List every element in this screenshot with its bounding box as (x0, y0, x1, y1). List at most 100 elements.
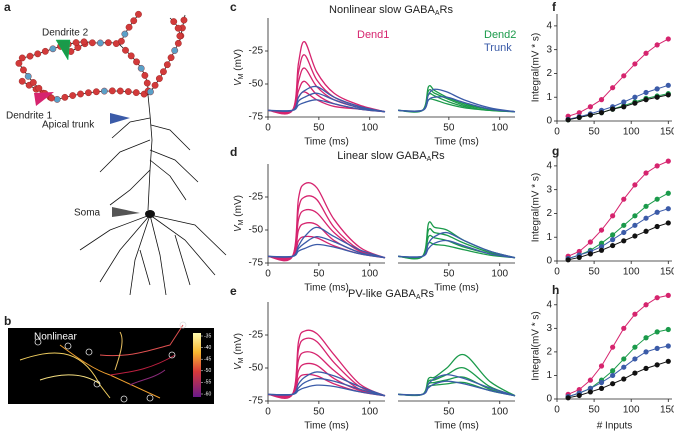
synapse (96, 39, 104, 47)
data-point (643, 89, 649, 96)
data-point (576, 110, 582, 116)
data-point (632, 213, 638, 219)
x-tick-label: 150 (660, 127, 674, 138)
data-point (621, 238, 627, 244)
y-tick-label: -50 (249, 79, 264, 90)
data-point (610, 237, 616, 243)
soma-pointer (112, 207, 140, 217)
synapse (41, 47, 49, 55)
dendrite2-pointer (55, 39, 71, 61)
synapse (20, 66, 27, 74)
synapse (132, 89, 140, 97)
text-part: (mV) (233, 333, 244, 357)
data-point (632, 344, 638, 350)
y-tick-label: -50 (249, 363, 264, 374)
y-axis-label: VM (mV) (233, 333, 246, 370)
data-point (654, 295, 660, 301)
x-tick-label: 0 (265, 407, 271, 418)
y-tick-label: 0 (546, 116, 552, 127)
data-point (632, 222, 638, 228)
data-point (621, 364, 627, 370)
synapse (174, 39, 182, 47)
y-tick-label: 0 (546, 394, 552, 405)
x-axis-label: Time (ms) (434, 421, 479, 432)
synapse (80, 38, 88, 46)
data-point (598, 97, 605, 103)
synapse (77, 90, 84, 98)
y-tick-label: -75 (249, 112, 264, 123)
x-axis-label: Time (ms) (304, 283, 349, 294)
y-axis-label: Integral(mV * s) (531, 311, 542, 380)
data-point (587, 239, 593, 245)
data-point (598, 227, 605, 233)
data-point (610, 232, 616, 238)
voltage-trace (267, 67, 386, 114)
voltage-trace (267, 384, 386, 397)
data-point (654, 223, 660, 230)
data-point (576, 248, 582, 255)
data-point (632, 182, 638, 188)
data-point (598, 379, 605, 386)
text-part: V (233, 224, 244, 232)
data-point (632, 356, 638, 362)
text-part: M (238, 219, 245, 225)
y-axis-label: Integral(mV * s) (531, 173, 542, 242)
synapse (69, 92, 77, 99)
trunk-pointer (110, 113, 130, 124)
data-point (598, 240, 605, 246)
data-point (610, 85, 616, 91)
neuron-label: Dendrite 1 (6, 111, 53, 122)
y-axis-label: VM (mV) (233, 49, 246, 86)
data-point (632, 61, 638, 67)
panel-label: d (230, 145, 237, 159)
x-tick-label: 0 (554, 127, 560, 138)
data-point (587, 104, 593, 110)
data-point (665, 220, 671, 226)
synapse (121, 30, 129, 38)
data-point (598, 247, 605, 253)
data-point (665, 190, 671, 196)
x-axis-label: Time (ms) (304, 421, 349, 432)
synapse (61, 93, 69, 101)
synapse (170, 18, 178, 26)
data-point (654, 94, 660, 100)
synapse (116, 87, 124, 95)
text-part: (mV) (233, 49, 244, 73)
data-point (587, 251, 593, 257)
voltage-trace (397, 231, 516, 259)
x-tick-label: 150 (660, 267, 674, 278)
synapse (18, 77, 26, 85)
data-point (621, 73, 627, 79)
data-point (610, 344, 616, 350)
data-point (654, 163, 660, 169)
y-tick-label: -25 (249, 330, 264, 341)
synapse (176, 32, 184, 40)
data-point (665, 358, 671, 364)
y-tick-label: 4 (546, 161, 552, 172)
text-part: A (435, 10, 440, 17)
data-point (610, 213, 616, 219)
x-tick-label: 0 (554, 267, 560, 278)
heatmap-label: Nonlinear (34, 332, 77, 343)
data-point (643, 365, 649, 371)
synapse (18, 54, 26, 62)
data-point (643, 170, 649, 176)
y-tick-label: 3 (546, 323, 552, 334)
synapse (125, 23, 133, 31)
synapse (72, 39, 80, 46)
synapse (160, 68, 167, 76)
x-tick-label: 0 (265, 123, 271, 134)
data-point (643, 215, 649, 221)
data-point (610, 242, 616, 249)
series-line (568, 222, 669, 261)
synapse (174, 24, 182, 32)
x-tick-label: 50 (313, 123, 325, 134)
data-point (654, 362, 660, 368)
data-point (665, 158, 671, 164)
y-tick-label: 4 (546, 299, 552, 310)
chart-title: Nonlinear slow GABAARs (329, 4, 453, 17)
neuron-label: Soma (74, 208, 101, 219)
x-axis-label: Time (ms) (304, 137, 349, 148)
data-point (643, 203, 649, 209)
synapse (163, 61, 171, 69)
